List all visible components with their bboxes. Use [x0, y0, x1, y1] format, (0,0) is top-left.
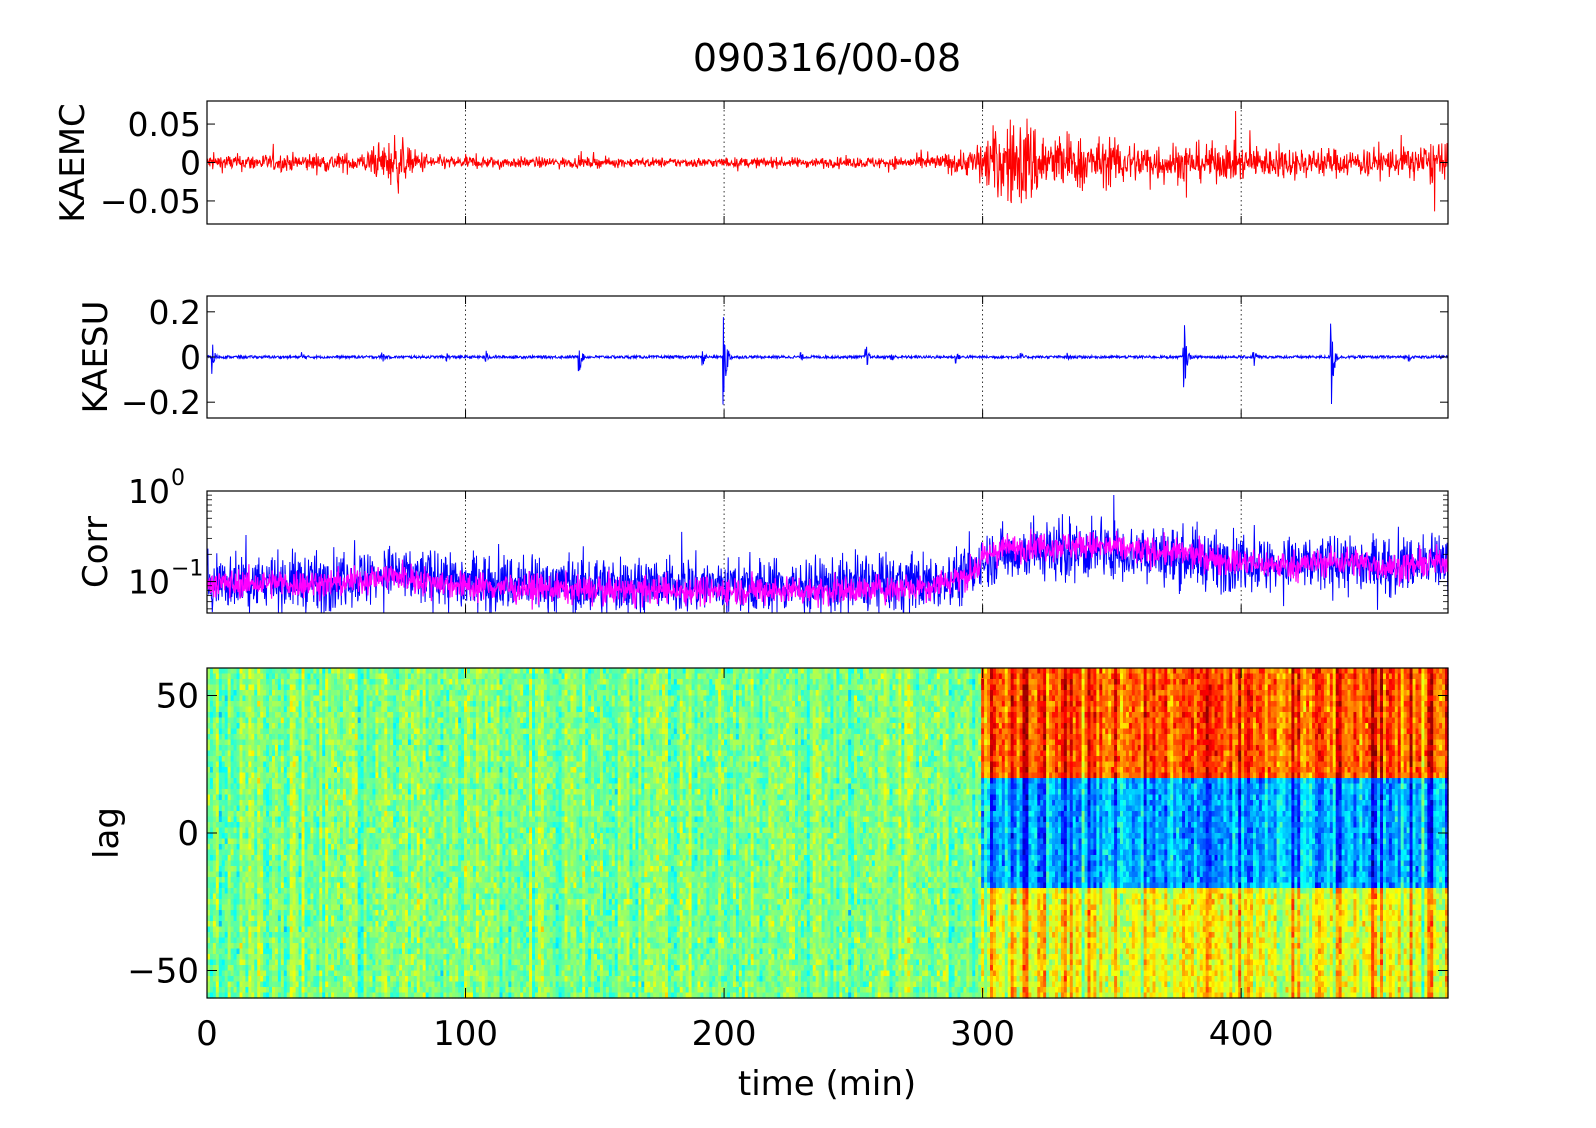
ytick-label-base: 10 [128, 472, 170, 511]
kaemc-panel: 0.050−0.05 KAEMC [53, 101, 1448, 224]
ytick-label: 0 [180, 338, 201, 377]
figure-title: 090316/00-08 [693, 36, 961, 80]
corr-ylabel: Corr [76, 516, 116, 588]
kaesu-panel: 0.2 0 −0.2 KAESU [76, 293, 1448, 422]
ytick-label: 0 [180, 144, 201, 183]
ytick-label: 0.05 [128, 105, 201, 144]
corr-smooth-trace [207, 529, 1448, 610]
kaemc-trace [207, 111, 1448, 211]
kaesu-ylabel: KAESU [76, 301, 116, 414]
ytick-label-exponent: −1 [171, 557, 203, 582]
ytick-label-base: 10 [128, 563, 170, 602]
ytick-label-exponent: 0 [171, 466, 185, 491]
lag-heatmap [207, 668, 1449, 999]
kaesu-trace [207, 317, 1448, 404]
kaemc-ylabel: KAEMC [53, 103, 93, 223]
ytick-label: 0.2 [149, 293, 201, 332]
ytick-label: −0.2 [121, 383, 201, 422]
ytick-label: −0.05 [100, 182, 201, 221]
